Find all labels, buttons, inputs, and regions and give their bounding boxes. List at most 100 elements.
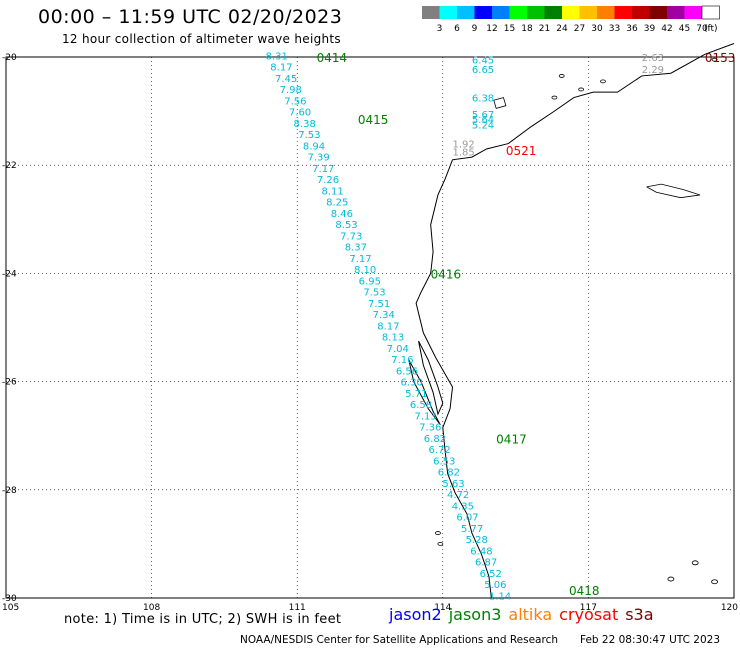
colorbar-swatch <box>562 6 580 19</box>
swh-value: 1.14 <box>489 591 511 602</box>
swh-value: 7.53 <box>298 130 320 141</box>
island <box>435 531 441 535</box>
swh-value: 8.25 <box>326 198 348 209</box>
swh-value: 8.10 <box>354 265 376 276</box>
lon-axis-label: 120 <box>721 603 738 613</box>
swh-value: 7.34 <box>373 310 395 321</box>
swh-value: 5.06 <box>484 580 506 591</box>
swh-value: 6.56 <box>396 366 418 377</box>
lon-axis-label: 105 <box>2 603 19 613</box>
colorbar-tick-label: 39 <box>644 24 656 34</box>
dirk-hartog-island <box>408 359 441 426</box>
swh-value: 1.92 <box>453 140 475 151</box>
colorbar-tick-label: 15 <box>504 24 515 34</box>
island <box>437 542 444 546</box>
pass-time-label: 0416 <box>431 267 462 281</box>
swh-value: 8.94 <box>303 141 325 152</box>
legend-altika: altika <box>508 605 553 624</box>
island <box>711 57 718 62</box>
map-frame <box>5 56 735 599</box>
colorbar-tick-label: 30 <box>591 24 603 34</box>
lat-axis-label: -22 <box>2 161 17 171</box>
colorbar-tick-label: 12 <box>486 24 497 34</box>
swh-value: 7.17 <box>312 164 334 175</box>
swh-value: 5.24 <box>472 121 494 132</box>
colorbar-tick-label: 21 <box>539 24 550 34</box>
wave-height-colorbar: 3 6 9 12 15 18 21 24 27 30 33 36 39 42 45 70(ft) <box>422 5 720 34</box>
swh-value: 6.72 <box>428 445 450 456</box>
colorbar-tick-label: 42 <box>661 24 672 34</box>
lat-axis-label: -24 <box>2 269 17 279</box>
colorbar-unit: (ft) <box>704 24 718 34</box>
swh-value: 7.36 <box>419 423 441 434</box>
swh-value: 6.07 <box>456 513 478 524</box>
swh-value: 5.67 <box>472 110 494 121</box>
colorbar-tick-label: 3 <box>437 24 443 34</box>
colorbar-tick-label: 70 <box>696 24 708 34</box>
swh-value: 8.53 <box>335 220 357 231</box>
page-title: 00:00 – 11:59 UTC 02/20/2023 <box>38 6 343 28</box>
lat-axis-label: -28 <box>2 486 17 496</box>
colorbar-swatch <box>492 6 510 19</box>
footer-note: note: 1) Time is in UTC; 2) SWH is in fe… <box>64 612 342 627</box>
pass-time-label: 0414 <box>317 51 348 65</box>
colorbar-swatch <box>684 6 702 19</box>
jason3-track-values: 8.318.177.457.987.567.608.387.538.947.39… <box>266 51 512 602</box>
lake-outline <box>667 576 675 582</box>
swh-value: 6.95 <box>359 276 381 287</box>
colorbar-tick-label: 27 <box>574 24 585 34</box>
colorbar-swatch <box>597 6 615 19</box>
colorbar-tick-label: 45 <box>679 24 690 34</box>
colorbar-swatch <box>422 6 440 19</box>
colorbar-swatch <box>632 6 650 19</box>
swh-value: 8.17 <box>270 63 292 74</box>
swh-value: 2.29 <box>642 65 664 76</box>
swh-value: 5.28 <box>466 535 488 546</box>
swh-value: 8.11 <box>321 186 343 197</box>
swh-value: 6.38 <box>472 94 494 105</box>
generated-timestamp: Feb 22 08:30:47 UTC 2023 <box>580 634 720 646</box>
swh-value: 6.58 <box>410 400 432 411</box>
swh-value: 5.63 <box>442 479 464 490</box>
pass-time-label: 0418 <box>569 584 600 598</box>
pass-time-label: 0521 <box>506 144 537 158</box>
lon-axis-label: 114 <box>434 603 451 613</box>
legend-cryosat: cryosat <box>559 605 619 624</box>
swh-value: 7.16 <box>391 355 413 366</box>
page-subtitle: 12 hour collection of altimeter wave hei… <box>62 32 341 46</box>
swh-value: 6.53 <box>433 456 455 467</box>
colorbar-swatch <box>439 6 457 19</box>
swh-value: 7.45 <box>275 74 297 85</box>
swh-value: 7.17 <box>349 254 371 265</box>
swh-value: 6.82 <box>438 468 460 479</box>
colorbar-tick-label: 6 <box>454 24 460 34</box>
swh-value: 5.77 <box>461 524 483 535</box>
colorbar-tick-label: 24 <box>556 24 568 34</box>
colorbar-swatch <box>649 6 667 19</box>
island <box>558 74 565 78</box>
swh-value: 4.35 <box>452 501 474 512</box>
swh-value: 6.82 <box>424 434 446 445</box>
colorbar-tick-label: 33 <box>609 24 620 34</box>
swh-value: 7.60 <box>289 108 311 119</box>
legend-jason2: jason2 <box>389 605 442 624</box>
swh-value: 6.87 <box>475 558 497 569</box>
swh-value: 8.13 <box>382 333 404 344</box>
swh-value: 1.85 <box>453 148 475 159</box>
colorbar-swatch <box>474 6 492 19</box>
swh-value: 4.72 <box>447 490 469 501</box>
colorbar-swatch <box>667 6 685 19</box>
swh-value: 6.45 <box>472 56 494 67</box>
colorbar-swatch <box>544 6 562 19</box>
lat-axis-label: -26 <box>2 378 17 388</box>
swh-value: 7.51 <box>368 299 390 310</box>
colorbar-swatch <box>579 6 597 19</box>
swh-value: 8.46 <box>331 209 353 220</box>
swh-value: 7.13 <box>414 411 436 422</box>
colorbar-tick-label: 18 <box>521 24 533 34</box>
swh-value: 8.37 <box>345 243 367 254</box>
colorbar-swatch <box>701 5 720 20</box>
swh-value: 5.71 <box>405 389 427 400</box>
swh-value: 7.26 <box>317 175 339 186</box>
